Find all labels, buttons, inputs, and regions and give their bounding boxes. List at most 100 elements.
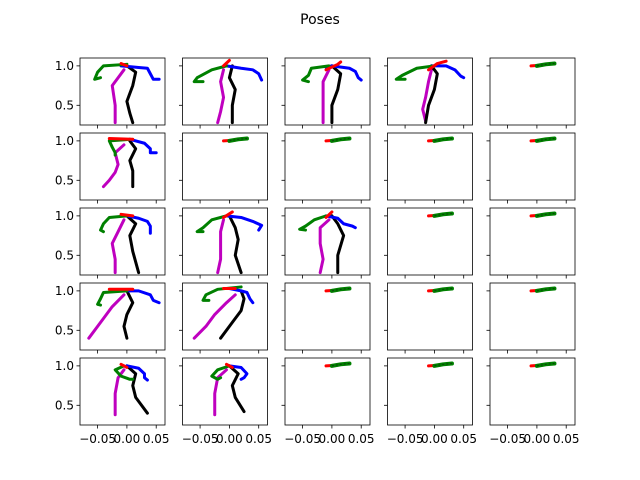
subplot-r3c5 — [486, 207, 576, 279]
plot-area — [195, 210, 264, 275]
axes-frame — [284, 132, 371, 201]
left-arm-line — [113, 364, 135, 381]
axes-frame — [489, 207, 576, 276]
right-arm-line — [429, 64, 466, 80]
head-line — [324, 60, 343, 72]
subplot-r3c1: 0.5 1.0 — [55, 207, 166, 279]
right-arm-line — [125, 364, 149, 382]
subplot-r5c3: −0.050.00 0.05 — [281, 357, 375, 446]
left-arm-line — [210, 364, 231, 381]
right-leg-line — [219, 289, 246, 340]
axes-frame — [79, 57, 166, 126]
plot-area — [427, 286, 454, 293]
axes-frame — [489, 57, 576, 126]
axes-frame — [182, 207, 268, 276]
plot-area — [210, 362, 249, 417]
plot-area — [87, 287, 161, 340]
x-tick-label: 0.05 — [348, 432, 375, 446]
left-leg-line — [101, 143, 126, 189]
left-arm-detail — [536, 288, 555, 292]
axes-frame — [284, 357, 371, 426]
head-line — [119, 62, 129, 68]
left-leg-line — [110, 218, 126, 275]
left-leg-line — [318, 218, 331, 275]
left-arm-detail — [434, 138, 453, 142]
y-tick-label: 1.0 — [55, 284, 74, 298]
left-arm-detail — [331, 288, 350, 292]
right-arm-line — [125, 214, 152, 235]
right-arm-line — [119, 64, 161, 81]
left-arm-detail — [536, 213, 555, 217]
axes-frame — [387, 282, 473, 351]
left-arm-detail — [434, 363, 453, 367]
x-tick-label: −0.05 — [387, 432, 424, 446]
left-arm-detail — [536, 63, 555, 67]
left-arm-detail — [536, 363, 555, 367]
left-arm-line — [107, 137, 132, 157]
subplot-r1c2 — [179, 57, 268, 129]
subplot-r5c1: 0.5 1.0 −0.050.00 0.05 — [55, 357, 170, 446]
left-leg-line — [110, 68, 126, 125]
subplot-r1c4 — [384, 57, 473, 129]
left-arm-detail — [434, 288, 453, 292]
plot-area — [298, 210, 357, 275]
right-leg-line — [227, 214, 243, 275]
x-tick-label: −0.05 — [489, 432, 526, 446]
plot-area — [394, 59, 466, 125]
head-line — [427, 59, 448, 72]
right-arm-line — [128, 137, 158, 155]
subplot-r4c3 — [281, 282, 371, 354]
axes-frame — [182, 57, 268, 126]
right-leg-line — [122, 289, 135, 340]
subplot-r5c4: −0.050.00 0.05 — [384, 357, 477, 446]
axes-frame — [489, 357, 576, 426]
y-tick-label: 1.0 — [55, 134, 74, 148]
head-line — [107, 137, 135, 141]
plot-area — [324, 361, 352, 368]
axes-frame — [79, 132, 166, 201]
left-arm-line — [93, 62, 129, 81]
subplot-r4c2 — [179, 282, 268, 354]
y-tick-label: 0.5 — [55, 248, 74, 262]
right-leg-line — [125, 214, 141, 275]
x-tick-label: −0.05 — [182, 432, 219, 446]
axes-frame — [182, 132, 268, 201]
left-leg-line — [216, 68, 226, 125]
plot-area — [301, 60, 363, 125]
y-tick-label: 1.0 — [55, 209, 74, 223]
right-arm-line — [227, 364, 249, 381]
axes-frame — [387, 207, 473, 276]
plot-area — [324, 136, 352, 143]
head-line — [222, 210, 234, 219]
plot-area — [222, 136, 249, 143]
subplot-r3c3 — [281, 207, 371, 279]
left-arm-line — [394, 64, 436, 81]
plot-area — [324, 286, 352, 293]
axes-frame — [387, 357, 473, 426]
right-arm-line — [227, 287, 255, 305]
subplot-r3c4 — [384, 207, 473, 279]
plot-area — [192, 285, 255, 340]
left-arm-line — [195, 214, 228, 234]
subplot-r2c1: 0.5 1.0 — [55, 132, 166, 204]
plot-area — [529, 211, 557, 218]
subplot-r4c4 — [384, 282, 473, 354]
left-arm-line — [298, 214, 328, 232]
plot-area — [192, 58, 264, 125]
axes-frame — [182, 282, 268, 351]
x-tick-label: 0.00 — [421, 432, 448, 446]
left-arm-detail — [331, 138, 350, 142]
x-tick-label: 0.00 — [524, 432, 551, 446]
head-line — [324, 210, 334, 219]
subplot-r2c5 — [486, 132, 576, 204]
left-arm-detail — [229, 138, 248, 142]
right-leg-line — [330, 64, 343, 125]
subplot-r2c2 — [179, 132, 268, 204]
axes-frame — [284, 207, 371, 276]
left-arm-detail — [434, 213, 453, 217]
right-leg-line — [125, 364, 149, 415]
x-tick-label: 0.00 — [216, 432, 243, 446]
subplot-r3c2 — [179, 207, 268, 279]
head-line — [119, 362, 129, 369]
